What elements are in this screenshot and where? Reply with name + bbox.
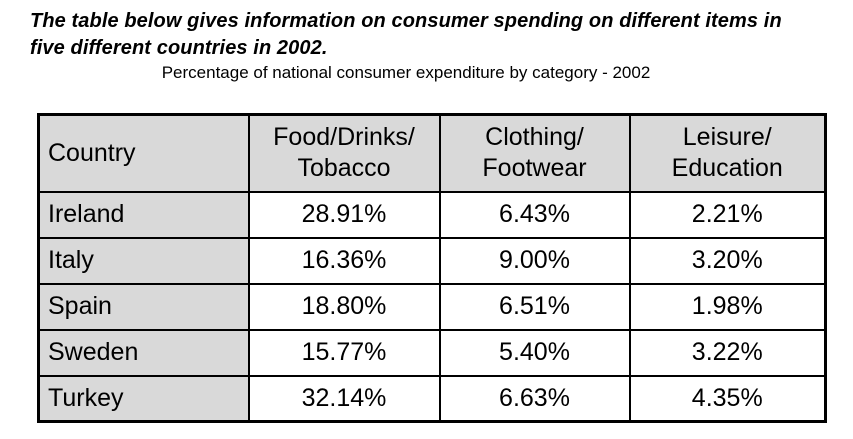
- table-row-turkey: Turkey 32.14% 6.63% 4.35%: [37, 374, 827, 423]
- value-food: 28.91%: [247, 190, 441, 239]
- country-label: Ireland: [37, 190, 250, 239]
- header-clothing-footwear: Clothing/ Footwear: [438, 113, 631, 193]
- value-food: 18.80%: [247, 282, 441, 331]
- value-clothing: 6.51%: [438, 282, 631, 331]
- header-leisure-education: Leisure/ Education: [628, 113, 827, 193]
- table-row-ireland: Ireland 28.91% 6.43% 2.21%: [37, 190, 827, 239]
- value-leisure: 4.35%: [628, 374, 827, 423]
- consumer-expenditure-table: Country Food/Drinks/ Tobacco Clothing/ F…: [37, 113, 827, 423]
- value-leisure: 2.21%: [628, 190, 827, 239]
- value-food: 16.36%: [247, 236, 441, 285]
- table-row-spain: Spain 18.80% 6.51% 1.98%: [37, 282, 827, 331]
- country-label: Turkey: [37, 374, 250, 423]
- value-clothing: 6.63%: [438, 374, 631, 423]
- table-header-row: Country Food/Drinks/ Tobacco Clothing/ F…: [37, 113, 827, 193]
- country-label: Sweden: [37, 328, 250, 377]
- value-leisure: 3.22%: [628, 328, 827, 377]
- country-label: Italy: [37, 236, 250, 285]
- value-leisure: 1.98%: [628, 282, 827, 331]
- country-label: Spain: [37, 282, 250, 331]
- value-clothing: 5.40%: [438, 328, 631, 377]
- value-leisure: 3.20%: [628, 236, 827, 285]
- value-food: 15.77%: [247, 328, 441, 377]
- header-country: Country: [37, 113, 250, 193]
- header-food-drinks-tobacco: Food/Drinks/ Tobacco: [247, 113, 441, 193]
- value-food: 32.14%: [247, 374, 441, 423]
- value-clothing: 9.00%: [438, 236, 631, 285]
- value-clothing: 6.43%: [438, 190, 631, 239]
- task-prompt: The table below gives information on con…: [30, 10, 782, 59]
- table-row-sweden: Sweden 15.77% 5.40% 3.22%: [37, 328, 827, 377]
- table-caption: Percentage of national consumer expendit…: [161, 63, 651, 82]
- table-row-italy: Italy 16.36% 9.00% 3.20%: [37, 236, 827, 285]
